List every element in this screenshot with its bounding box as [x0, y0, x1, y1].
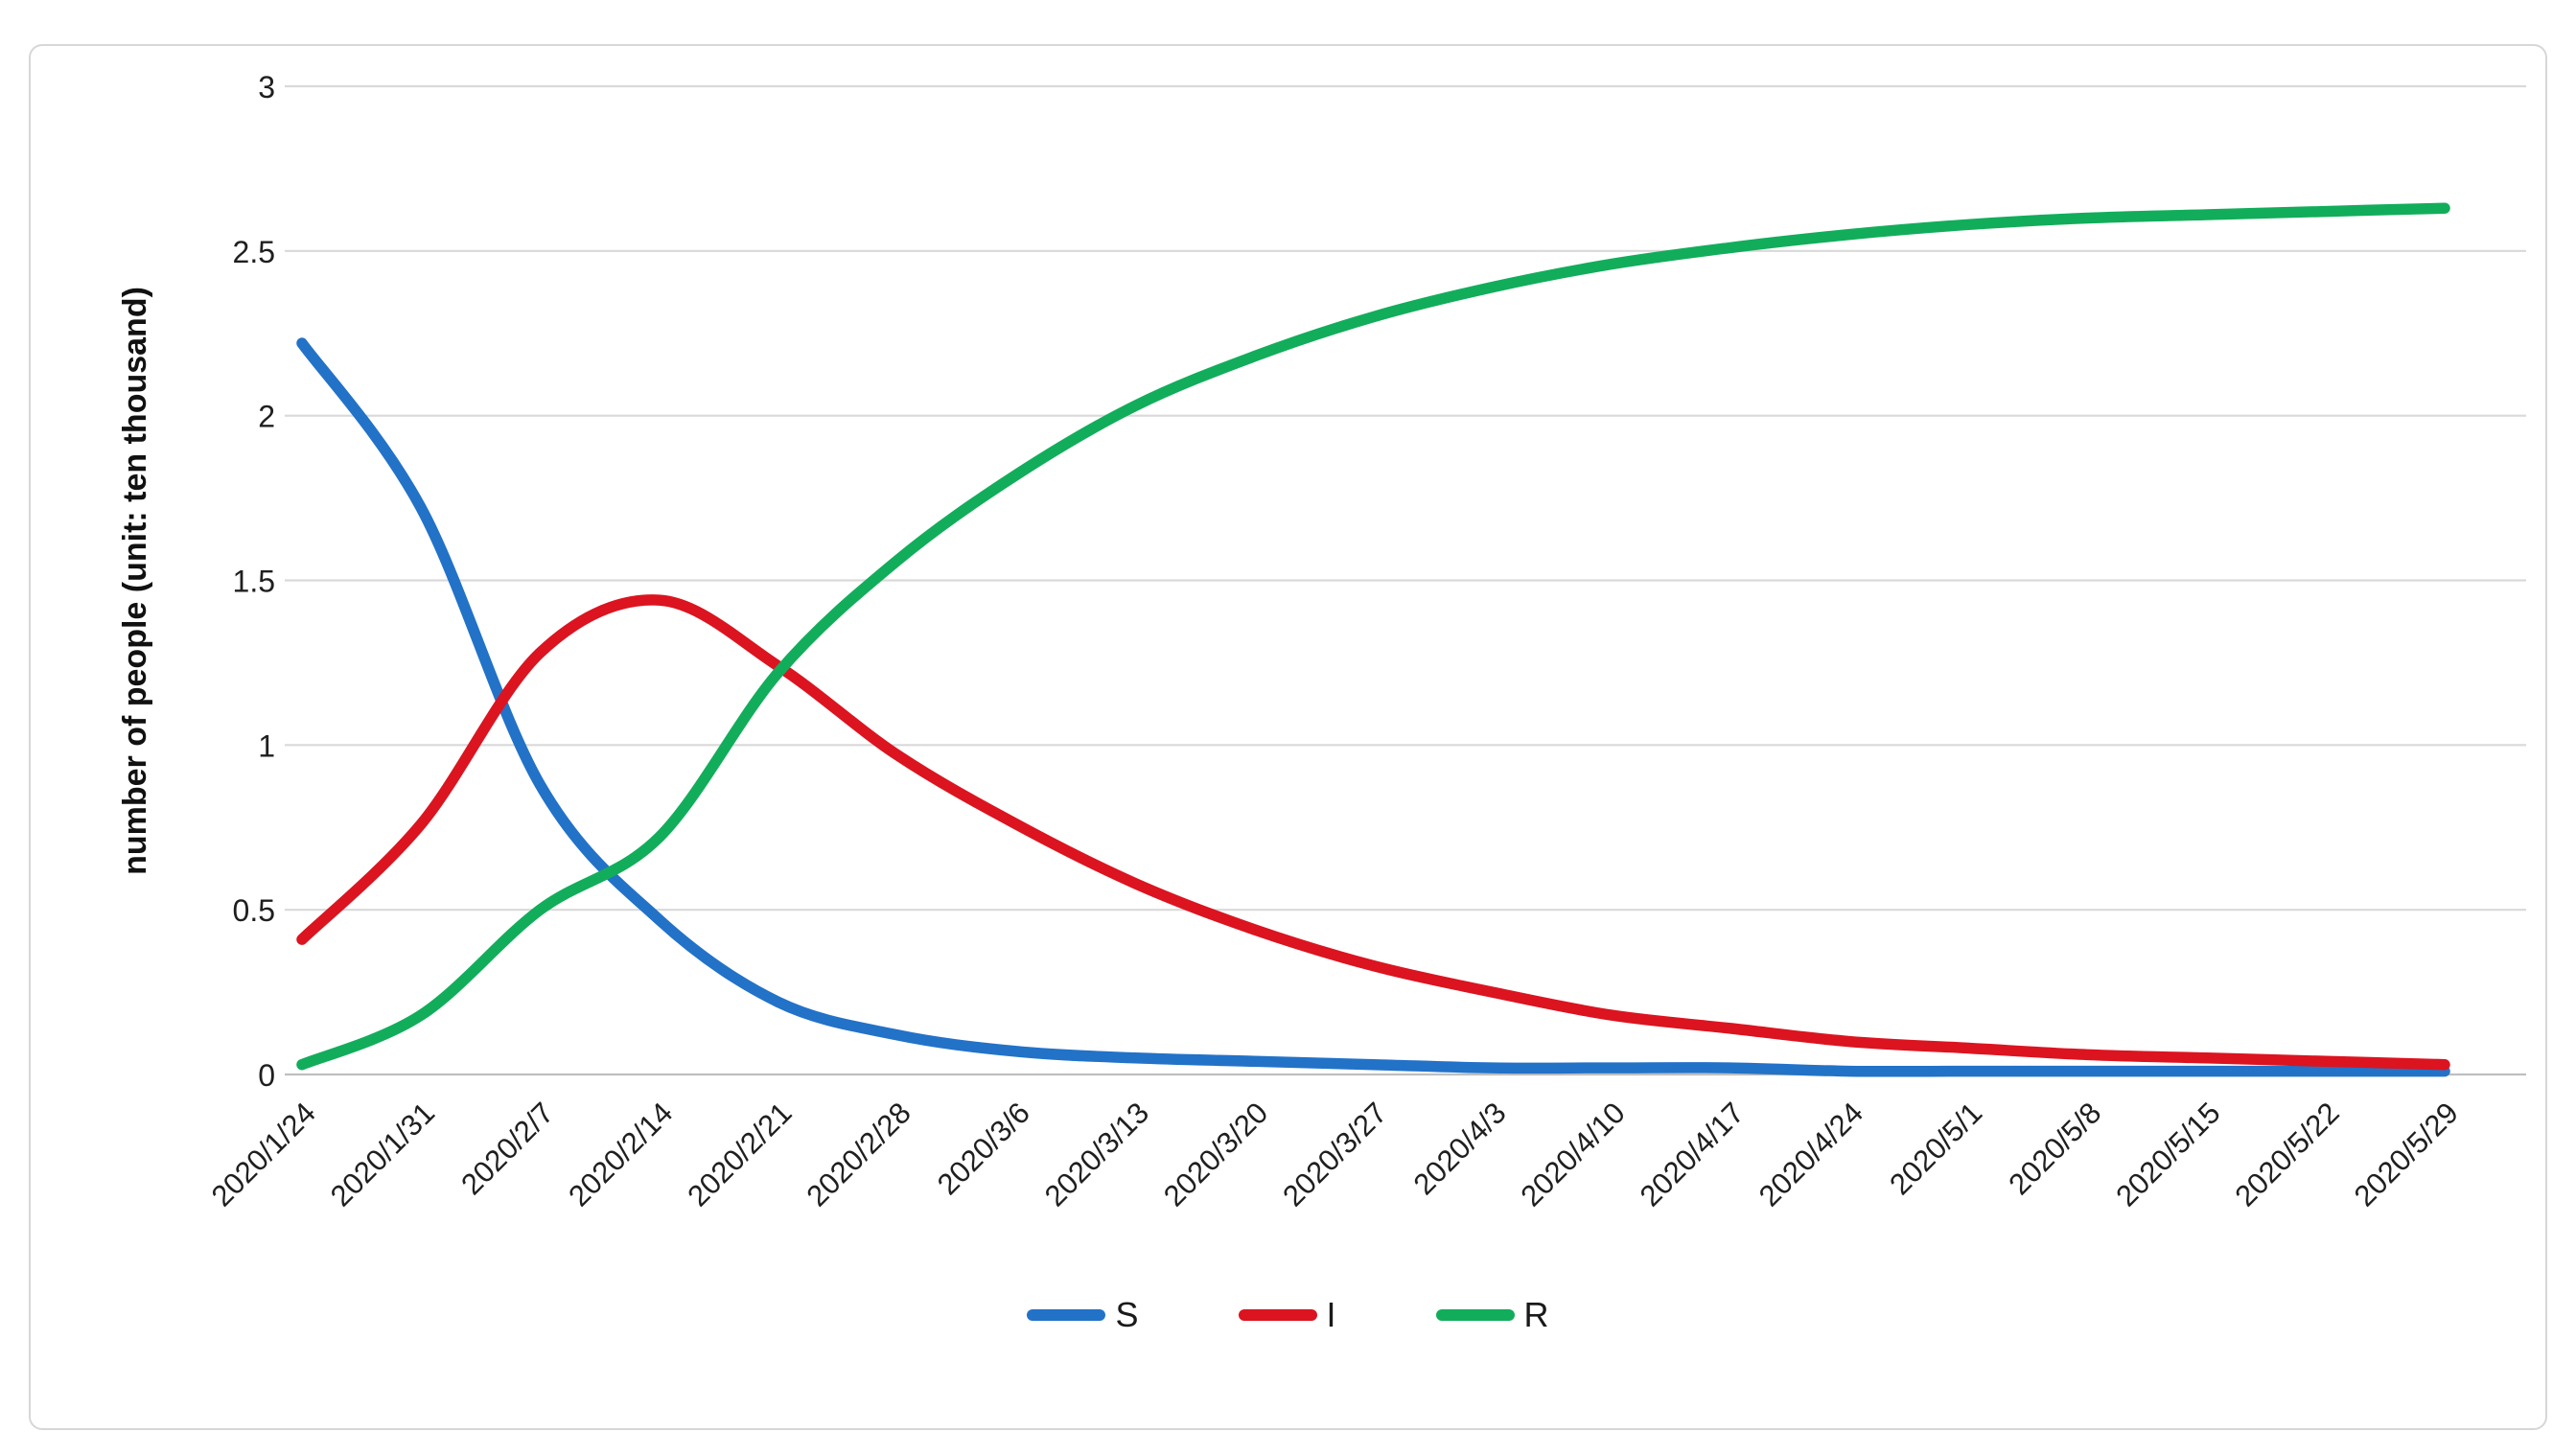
legend-label: R [1523, 1295, 1549, 1334]
legend-label: S [1115, 1295, 1139, 1334]
x-tick-label: 2020/5/15 [2109, 1096, 2226, 1212]
x-tick-label: 2020/1/24 [205, 1096, 322, 1212]
y-tick-label: 0 [258, 1058, 275, 1093]
x-tick-label: 2020/5/29 [2348, 1096, 2465, 1212]
legend-swatch-I [1238, 1309, 1317, 1321]
x-tick-label: 2020/5/22 [2229, 1096, 2346, 1212]
x-tick-label: 2020/2/28 [801, 1096, 917, 1212]
x-tick-label: 2020/3/27 [1276, 1096, 1393, 1212]
x-tick-label: 2020/4/3 [1407, 1096, 1513, 1201]
legend-item-R: R [1435, 1295, 1549, 1334]
y-tick-label: 1 [258, 728, 275, 763]
x-tick-label: 2020/2/14 [562, 1096, 679, 1212]
x-tick-label: 2020/3/20 [1157, 1096, 1274, 1212]
legend-swatch-R [1435, 1309, 1515, 1321]
legend-label: I [1326, 1295, 1336, 1334]
series-line-R [296, 202, 2450, 1071]
legend-swatch-S [1027, 1309, 1106, 1321]
x-tick-label: 2020/4/24 [1752, 1096, 1869, 1212]
series-curves [296, 202, 2450, 1077]
x-tick-label: 2020/2/21 [681, 1096, 798, 1212]
x-tick-label: 2020/4/10 [1515, 1096, 1632, 1212]
legend-item-I: I [1238, 1295, 1336, 1334]
x-tick-label: 2020/3/13 [1038, 1096, 1155, 1212]
series-line-I [296, 594, 2450, 1071]
gridlines [285, 84, 2526, 1076]
x-tick-label: 2020/2/7 [454, 1096, 560, 1201]
y-tick-label: 3 [258, 70, 275, 104]
x-tick-label: 2020/3/6 [931, 1096, 1036, 1201]
chart-frame [29, 44, 2547, 1430]
x-axis-tick-labels: 2020/1/24 2020/1/31 2020/2/7 2020/2/14 2020/… [205, 1096, 2465, 1212]
y-tick-label: 0.5 [233, 893, 275, 928]
x-tick-label: 2020/5/1 [1883, 1096, 1988, 1201]
y-tick-label: 2 [258, 400, 275, 434]
y-tick-label: 2.5 [233, 235, 275, 269]
y-tick-label: 1.5 [233, 565, 275, 599]
x-tick-label: 2020/4/17 [1634, 1096, 1751, 1212]
x-tick-label: 2020/1/31 [324, 1096, 441, 1212]
legend-item-S: S [1027, 1295, 1139, 1334]
y-axis-tick-labels: 0 0.5 1 1.5 2 2.5 3 [233, 70, 275, 1093]
y-axis-title: number of people (unit: ten thousand) [117, 287, 153, 875]
x-tick-label: 2020/5/8 [2002, 1096, 2107, 1201]
series-line-S [296, 337, 2450, 1077]
